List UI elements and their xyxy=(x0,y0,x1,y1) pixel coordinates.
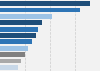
Bar xyxy=(0,52,25,57)
Bar xyxy=(0,33,36,38)
Bar xyxy=(0,39,32,44)
Bar xyxy=(0,27,38,32)
Bar xyxy=(0,20,42,25)
Bar xyxy=(0,46,28,51)
Bar xyxy=(0,1,90,6)
Bar xyxy=(0,65,18,70)
Bar xyxy=(0,14,52,19)
Bar xyxy=(0,8,80,12)
Bar xyxy=(0,59,21,63)
